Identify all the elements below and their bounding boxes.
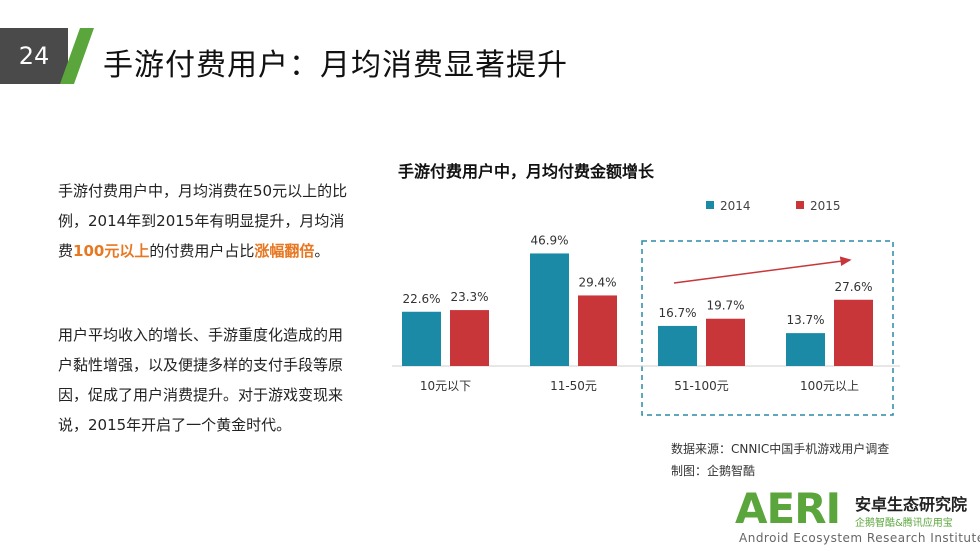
category-label-3: 100元以上 [800, 379, 859, 393]
chart-title: 手游付费用户中，月均付费金额增长 [398, 162, 655, 181]
category-label-2: 51-100元 [674, 379, 729, 393]
bar-2015-0 [450, 310, 489, 366]
bar-2015-3 [834, 299, 873, 366]
legend-label-2014: 2014 [720, 199, 751, 213]
page-number-badge: 24 [0, 28, 68, 84]
aeri-logo: AERI [735, 484, 841, 533]
paragraph-summary: 手游付费用户中，月均消费在50元以上的比例，2014年到2015年有明显提升，月… [58, 176, 348, 266]
category-label-0: 10元以下 [420, 379, 471, 393]
bar-2014-0 [402, 311, 441, 366]
data-source: 数据来源：CNNIC中国手机游戏用户调查 制图：企鹅智酷 [671, 438, 889, 482]
legend-label-2015: 2015 [810, 199, 841, 213]
category-label-1: 11-50元 [550, 379, 597, 393]
aeri-subtitle: 企鹅智酷&腾讯应用宝 [855, 518, 953, 529]
aeri-name-en: Android Ecosystem Research Institute [739, 531, 980, 545]
highlight-100-above: 100元以上 [73, 242, 150, 260]
trend-arrow [673, 256, 852, 284]
bar-2014-2 [658, 325, 697, 366]
bar-2014-3 [786, 333, 825, 366]
paragraph-text-part2: 的付费用户占比 [149, 242, 255, 260]
paragraph-text-part3: 。 [314, 242, 330, 260]
data-label-2015-3: 27.6% [834, 280, 872, 294]
page-number: 24 [18, 42, 50, 70]
bar-2014-1 [530, 253, 569, 366]
page-title: 手游付费用户：月均消费显著提升 [103, 48, 568, 83]
highlight-dashed-box [641, 240, 894, 416]
green-slash-decoration [60, 28, 94, 84]
credit-line: 制图：企鹅智酷 [671, 464, 756, 478]
bar-2015-1 [578, 295, 617, 366]
data-label-2014-3: 13.7% [786, 313, 824, 327]
data-label-2015-0: 23.3% [450, 290, 488, 304]
data-label-2015-2: 19.7% [706, 299, 744, 313]
data-label-2015-1: 29.4% [578, 275, 616, 289]
legend-swatch-2014 [706, 201, 714, 209]
paragraph-text-part1: 手游付费用户中，月均消费在50元以上的比例，2014年到2015年有明显提升，月… [58, 182, 348, 260]
bar-2015-2 [706, 318, 745, 366]
data-label-2014-0: 22.6% [402, 292, 440, 306]
bar-chart: 2014 2015 22.6% 23.3% 10元以下 46.9% 29.4% 11-50元 1… [392, 199, 900, 416]
highlight-doubled: 涨幅翻倍 [254, 242, 315, 260]
legend-swatch-2015 [796, 201, 804, 209]
paragraph-reasons: 用户平均收入的增长、手游重度化造成的用户黏性增强，以及便捷多样的支付手段等原因，… [58, 326, 344, 434]
data-label-2014-1: 46.9% [530, 233, 568, 247]
aeri-name-cn: 安卓生态研究院 [855, 495, 968, 514]
source-line: 数据来源：CNNIC中国手机游戏用户调查 [671, 442, 890, 456]
data-label-2014-2: 16.7% [658, 306, 696, 320]
